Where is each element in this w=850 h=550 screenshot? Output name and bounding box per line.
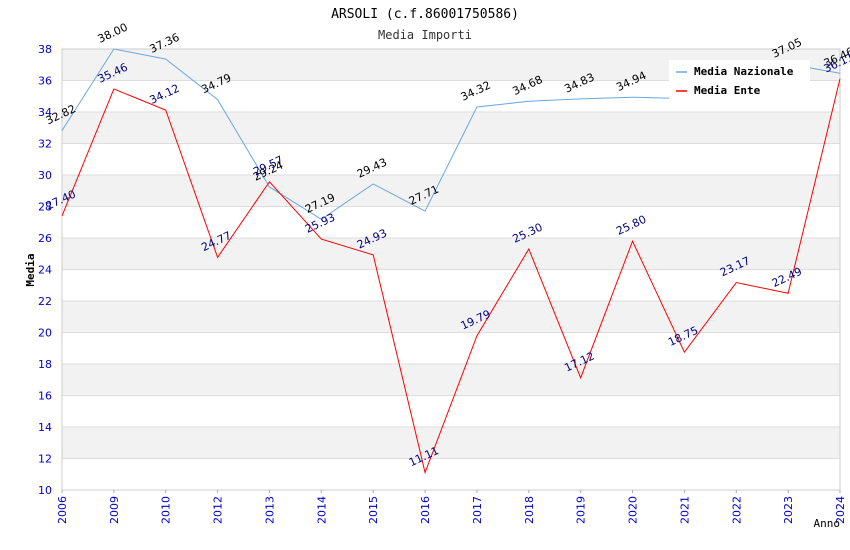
x-tick-label: 2017 <box>471 496 484 524</box>
y-tick-label: 10 <box>38 484 52 497</box>
grid-band <box>62 269 840 301</box>
y-tick-label: 22 <box>38 295 52 308</box>
legend-label-media-ente: Media Ente <box>694 84 761 97</box>
y-tick-label: 16 <box>38 390 52 403</box>
y-tick-label: 18 <box>38 358 52 371</box>
x-axis-label: Anno <box>814 517 841 530</box>
grid-bands <box>62 49 840 490</box>
y-tick-label: 12 <box>38 453 52 466</box>
y-tick-label: 20 <box>38 327 52 340</box>
x-tick-label: 2016 <box>419 496 432 524</box>
x-tick-label: 2006 <box>56 496 69 524</box>
grid-band <box>62 364 840 396</box>
grid-band <box>62 332 840 364</box>
y-tick-label: 26 <box>38 232 52 245</box>
legend: Media Nazionale Media Ente <box>669 60 810 100</box>
x-tick-label: 2021 <box>678 496 691 524</box>
plot-frame <box>61 48 841 491</box>
grid-band <box>62 175 840 207</box>
y-tick-label: 24 <box>38 264 52 277</box>
x-tick-label: 2022 <box>730 496 743 524</box>
x-tick-label: 2018 <box>523 496 536 524</box>
y-axis-label: Media <box>24 253 37 286</box>
grid-band <box>62 427 840 459</box>
legend-label-media-nazionale: Media Nazionale <box>694 65 794 78</box>
y-tick-label: 38 <box>38 43 52 56</box>
chart-title: ARSOLI (c.f.86001750586) <box>331 7 519 22</box>
grid-band <box>62 301 840 333</box>
legend-box <box>669 60 810 100</box>
data-label: 38.00 <box>96 21 130 46</box>
chart-subtitle: Media Importi <box>378 28 472 42</box>
y-tick-label: 28 <box>38 201 52 214</box>
x-tick-label: 2024 <box>834 496 847 524</box>
x-tick-label: 2014 <box>315 496 328 524</box>
x-tick-label: 2023 <box>782 496 795 524</box>
y-tick-label: 30 <box>38 169 52 182</box>
x-tick-label: 2015 <box>367 496 380 524</box>
x-tick-label: 2019 <box>575 496 588 524</box>
x-axis-ticks: 2006 2009 2010 2012 2013 2014 2015 2016 2017 2018… <box>56 490 847 524</box>
grid-band <box>62 458 840 490</box>
grid-band <box>62 238 840 270</box>
x-tick-label: 2013 <box>263 496 276 524</box>
x-tick-label: 2009 <box>108 496 121 524</box>
grid-band <box>62 206 840 238</box>
x-tick-label: 2010 <box>160 496 173 524</box>
x-tick-label: 2020 <box>627 496 640 524</box>
y-tick-label: 32 <box>38 138 52 151</box>
y-tick-label: 14 <box>38 421 52 434</box>
x-tick-label: 2012 <box>212 496 225 524</box>
grid-band <box>62 395 840 427</box>
y-tick-label: 34 <box>38 106 52 119</box>
grid-band <box>62 112 840 144</box>
y-tick-label: 36 <box>38 75 52 88</box>
y-axis-ticks: 10 12 14 16 18 20 22 24 26 28 30 32 34 36 38 <box>38 43 52 497</box>
series-line-media-ente <box>61 78 841 475</box>
